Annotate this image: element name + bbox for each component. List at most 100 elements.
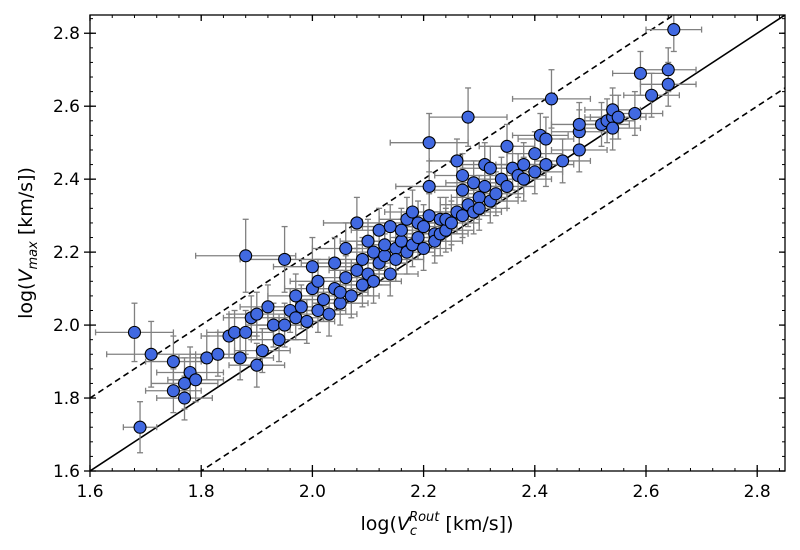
data-point [350,263,364,277]
data-point [316,292,331,307]
data-point [289,289,303,303]
data-point [667,23,681,37]
data-point [405,205,420,219]
data-point [483,161,497,175]
data-point [355,252,369,266]
data-point [606,121,620,135]
data-point [250,307,264,321]
data-point [233,351,247,365]
x-tick-label: 2.0 [299,482,326,502]
data-point [461,110,475,124]
data-point [311,303,325,318]
data-point [355,278,369,292]
data-point [478,179,492,194]
data-point [211,347,225,361]
data-point [661,63,675,77]
data-point [411,230,425,245]
y-tick-label: 2.0 [53,316,80,336]
data-point [394,223,408,237]
data-point [389,252,403,266]
data-point [127,325,142,339]
data-point [500,179,514,194]
data-point [367,274,381,288]
axis-ticks: 1.6 1.8 2.0 2.2 2.4 2.6 2.8 1.6 1.8 2.0 2.2 2.4 2.6 2… [53,15,785,502]
data-point [239,249,253,263]
data-point [333,296,347,310]
data-point [455,168,470,183]
y-tick-label: 2.4 [53,170,80,190]
data-point [166,384,180,398]
data-point [450,154,464,168]
x-tick-label: 1.6 [76,482,103,502]
data-point [378,249,392,263]
data-point [444,216,458,230]
data-point [133,420,147,434]
data-point [177,391,192,405]
data-point [472,190,486,204]
data-point [361,234,375,248]
data-point [528,147,542,161]
data-point [544,92,559,106]
data-point [294,300,308,314]
data-point [417,241,431,256]
data-point [300,314,314,328]
y-tick-label: 1.8 [53,389,80,409]
data-point [305,260,319,274]
x-tick-label: 2.6 [632,482,659,502]
y-tick-label: 1.6 [53,462,80,482]
data-point [289,311,303,325]
data-point [556,154,570,168]
data-point [539,158,553,172]
data-point [572,117,586,131]
data-point [144,347,158,361]
data-point [372,223,386,237]
data-point [328,256,342,270]
data-point [417,220,431,234]
data-point [255,344,269,358]
data-point [367,245,381,259]
data-point [517,172,531,186]
lower-bound-line [199,87,785,471]
x-tick-label: 2.8 [744,482,771,502]
data-point [322,307,336,321]
data-point [645,88,659,102]
data-point [344,289,358,303]
data-point [378,238,392,252]
x-tick-label: 1.8 [188,482,215,502]
data-point [261,300,275,314]
data-point [177,376,192,390]
data-point [472,201,486,215]
data-point [455,183,470,197]
y-tick-label: 2.6 [53,97,80,117]
data-point [272,333,286,347]
x-tick-label: 2.2 [410,482,437,502]
upper-bound-line [90,15,676,399]
plot-frame [89,14,786,472]
data-point [311,274,325,288]
data-point [422,136,436,150]
y-tick-label: 2.2 [53,243,80,263]
data-point [333,285,347,299]
data-point [500,139,514,153]
x-tick-label: 2.4 [521,482,548,502]
data-point [422,209,436,223]
data-point [166,355,180,369]
y-axis-label: log(Vmax [km/s]) [15,167,41,319]
y-tick-label: 2.8 [53,24,80,44]
data-point [200,351,214,365]
data-point [239,325,253,339]
data-point [250,358,264,372]
data-point [266,318,281,332]
data-point [489,187,503,201]
data-point [383,267,397,281]
data-point [350,216,364,230]
data-point [539,132,553,146]
data-point [528,165,542,179]
data-point [661,77,675,91]
data-point [455,209,470,223]
data-point [228,325,242,339]
data-point [467,176,481,190]
data-point [572,143,586,157]
data-point [422,179,436,194]
